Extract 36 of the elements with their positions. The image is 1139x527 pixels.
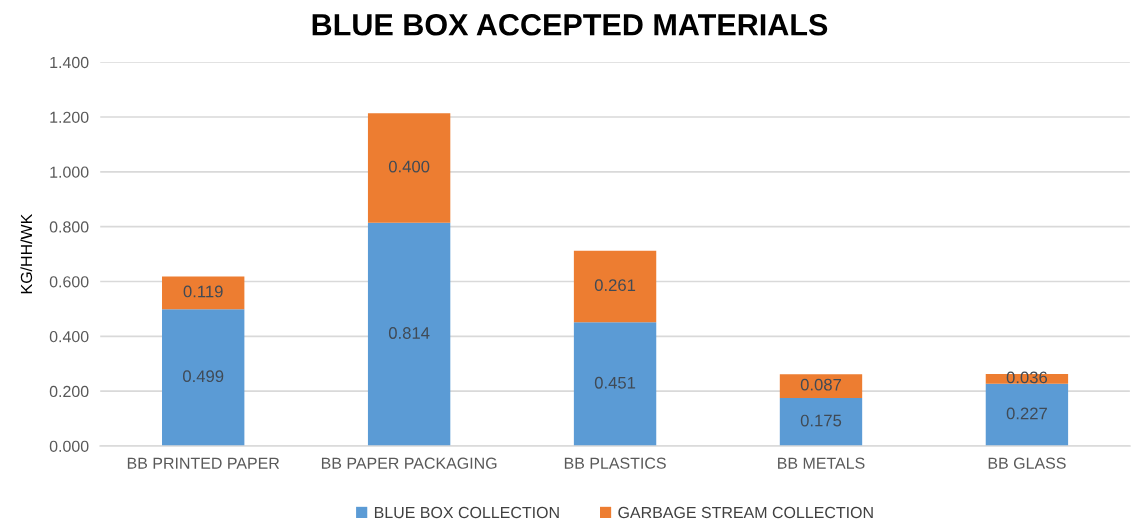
- y-tick-label: 0.200: [49, 385, 89, 398]
- data-label: 0.036: [1006, 371, 1048, 384]
- y-tick-label: 1.200: [50, 111, 89, 123]
- x-tick-label: BB GLASS: [988, 457, 1066, 469]
- data-label: 0.119: [183, 285, 223, 298]
- data-label: 0.261: [594, 279, 636, 292]
- bar: [985, 383, 1069, 446]
- y-tick-label: 0.800: [49, 221, 89, 233]
- y-tick-label: 0.000: [49, 440, 89, 452]
- bar: [573, 322, 657, 446]
- chart-title: BLUE BOX ACCEPTED MATERIALS: [312, 13, 828, 36]
- data-label: 0.227: [1006, 407, 1047, 420]
- y-tick-label: 1.000: [50, 166, 89, 178]
- data-label: 0.087: [800, 378, 842, 391]
- x-tick-label: BB METALS: [778, 457, 865, 469]
- data-label: 0.499: [183, 370, 224, 383]
- x-tick-label: BB PLASTICS: [564, 457, 666, 469]
- data-label: 0.175: [800, 414, 842, 427]
- data-label: 0.814: [388, 327, 430, 339]
- bar: [367, 113, 451, 223]
- legend-label: BLUE BOX COLLECTION: [374, 506, 559, 519]
- y-tick-label: 0.600: [49, 276, 89, 288]
- x-tick-label: BB PAPER PACKAGING: [321, 457, 497, 469]
- bar: [573, 250, 657, 323]
- y-tick-label: 0.400: [49, 330, 89, 343]
- bar: [162, 309, 245, 446]
- legend-label: GARBAGE STREAM COLLECTION: [618, 506, 873, 519]
- bar: [367, 222, 451, 446]
- bar: [162, 276, 245, 310]
- y-axis-title: KG/HH/WK: [20, 213, 33, 294]
- bar: [779, 398, 863, 446]
- data-label: 0.451: [594, 376, 636, 389]
- y-tick-label: 1.400: [50, 56, 89, 69]
- bar: [779, 374, 863, 399]
- x-tick-label: BB PRINTED PAPER: [127, 457, 280, 469]
- data-label: 0.400: [388, 160, 430, 173]
